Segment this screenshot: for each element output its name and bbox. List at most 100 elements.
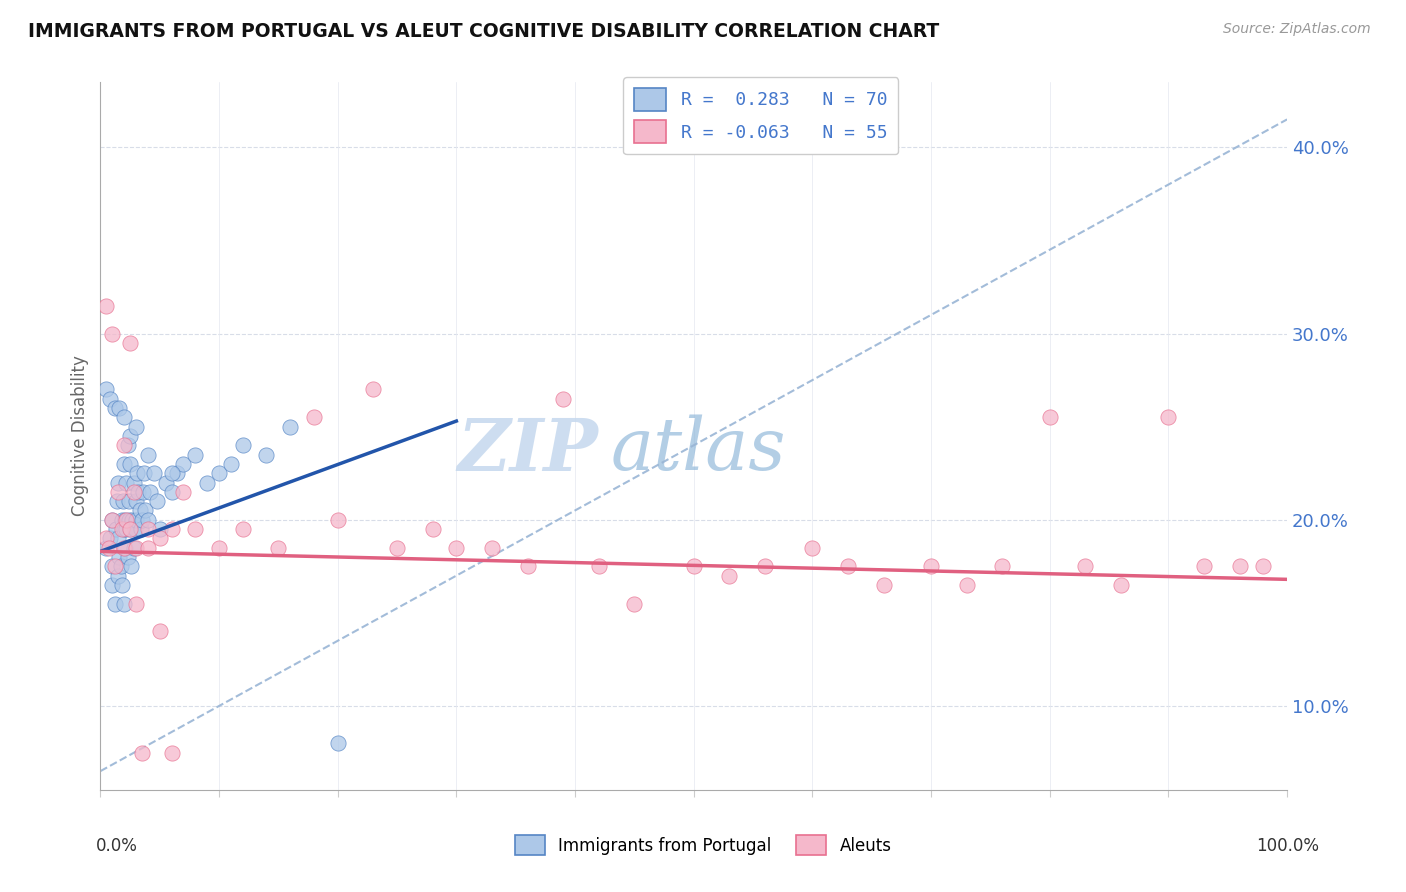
Point (112, 410, 135, 425)
Point (118, 335, 141, 350)
Point (108, 549, 131, 564)
Point (97, 541, 120, 555)
Text: IMMIGRANTS FROM PORTUGAL VS ALEUT COGNITIVE DISABILITY CORRELATION CHART: IMMIGRANTS FROM PORTUGAL VS ALEUT COGNIT… (28, 22, 939, 41)
Point (160, 466, 183, 480)
Point (101, 513, 124, 527)
Point (101, 578, 124, 592)
Point (131, 513, 153, 527)
Point (172, 484, 194, 499)
Point (131, 746, 153, 760)
Point (1074, 559, 1097, 574)
Point (160, 522, 183, 536)
Point (104, 522, 127, 536)
Point (125, 494, 148, 508)
Point (481, 541, 503, 555)
Point (956, 578, 979, 592)
Point (146, 494, 169, 508)
Point (115, 522, 138, 536)
Point (108, 401, 131, 415)
Point (132, 484, 155, 499)
Text: 0.0%: 0.0% (96, 837, 138, 855)
Point (1109, 578, 1132, 592)
Point (122, 475, 145, 490)
Point (166, 466, 188, 480)
Point (149, 624, 172, 639)
Point (385, 541, 408, 555)
Text: 100.0%: 100.0% (1256, 837, 1319, 855)
Point (136, 541, 159, 555)
Point (232, 522, 254, 536)
Point (115, 513, 138, 527)
Point (136, 448, 159, 462)
Point (127, 484, 149, 499)
Point (122, 541, 145, 555)
Point (114, 513, 136, 527)
Point (127, 466, 149, 480)
Point (1157, 410, 1180, 425)
Point (114, 541, 136, 555)
Point (98, 392, 121, 406)
Point (112, 597, 135, 611)
Point (118, 522, 141, 536)
Point (120, 559, 142, 574)
Point (991, 559, 1014, 574)
Point (184, 522, 207, 536)
Point (111, 494, 134, 508)
Point (117, 549, 139, 564)
Point (111, 513, 134, 527)
Point (446, 541, 468, 555)
Point (801, 541, 824, 555)
Point (112, 522, 135, 536)
Point (142, 466, 165, 480)
Point (1229, 559, 1251, 574)
Point (112, 541, 135, 555)
Point (129, 522, 152, 536)
Point (107, 532, 129, 546)
Point (754, 559, 776, 574)
Point (219, 457, 242, 471)
Point (134, 503, 156, 517)
Point (172, 457, 194, 471)
Point (115, 475, 138, 490)
Legend: R =  0.283   N = 70, R = -0.063   N = 55: R = 0.283 N = 70, R = -0.063 N = 55 (623, 77, 898, 154)
Point (149, 522, 172, 536)
Point (872, 578, 894, 592)
Text: Source: ZipAtlas.com: Source: ZipAtlas.com (1223, 22, 1371, 37)
Point (122, 484, 145, 499)
Point (128, 503, 150, 517)
Point (256, 448, 278, 462)
Point (121, 513, 143, 527)
Point (118, 494, 141, 508)
Point (125, 513, 148, 527)
Point (208, 466, 231, 480)
Point (104, 559, 127, 574)
Point (232, 438, 254, 452)
Point (111, 578, 134, 592)
Point (96, 383, 118, 397)
Point (134, 466, 156, 480)
Point (516, 559, 538, 574)
Point (136, 522, 159, 536)
Point (588, 559, 610, 574)
Point (267, 541, 290, 555)
Point (101, 513, 124, 527)
Point (124, 522, 146, 536)
Point (96, 299, 118, 313)
Point (184, 448, 207, 462)
Legend: Immigrants from Portugal, Aleuts: Immigrants from Portugal, Aleuts (508, 829, 898, 862)
Point (104, 401, 127, 415)
Point (149, 532, 172, 546)
Point (160, 746, 183, 760)
Point (326, 736, 349, 750)
Point (96, 532, 118, 546)
Point (118, 522, 141, 536)
Point (118, 457, 141, 471)
Point (101, 326, 124, 341)
Point (623, 597, 645, 611)
Y-axis label: Cognitive Disability: Cognitive Disability (72, 356, 89, 516)
Point (110, 559, 132, 574)
Point (1039, 410, 1062, 425)
Point (112, 457, 135, 471)
Point (112, 438, 135, 452)
Point (837, 559, 859, 574)
